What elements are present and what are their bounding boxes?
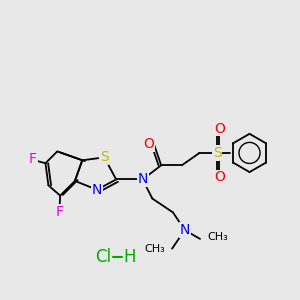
- Text: O: O: [214, 170, 226, 184]
- Text: F: F: [55, 205, 63, 219]
- Text: N: N: [137, 172, 148, 186]
- Text: S: S: [213, 146, 221, 160]
- Text: CH₃: CH₃: [144, 244, 165, 254]
- Text: O: O: [214, 122, 226, 136]
- Text: O: O: [144, 137, 154, 151]
- Text: N: N: [92, 183, 102, 197]
- Text: N: N: [180, 223, 190, 237]
- Text: H: H: [123, 248, 136, 266]
- Text: CH₃: CH₃: [207, 232, 228, 242]
- Text: F: F: [29, 152, 37, 166]
- Text: S: S: [100, 150, 109, 164]
- Text: Cl: Cl: [95, 248, 111, 266]
